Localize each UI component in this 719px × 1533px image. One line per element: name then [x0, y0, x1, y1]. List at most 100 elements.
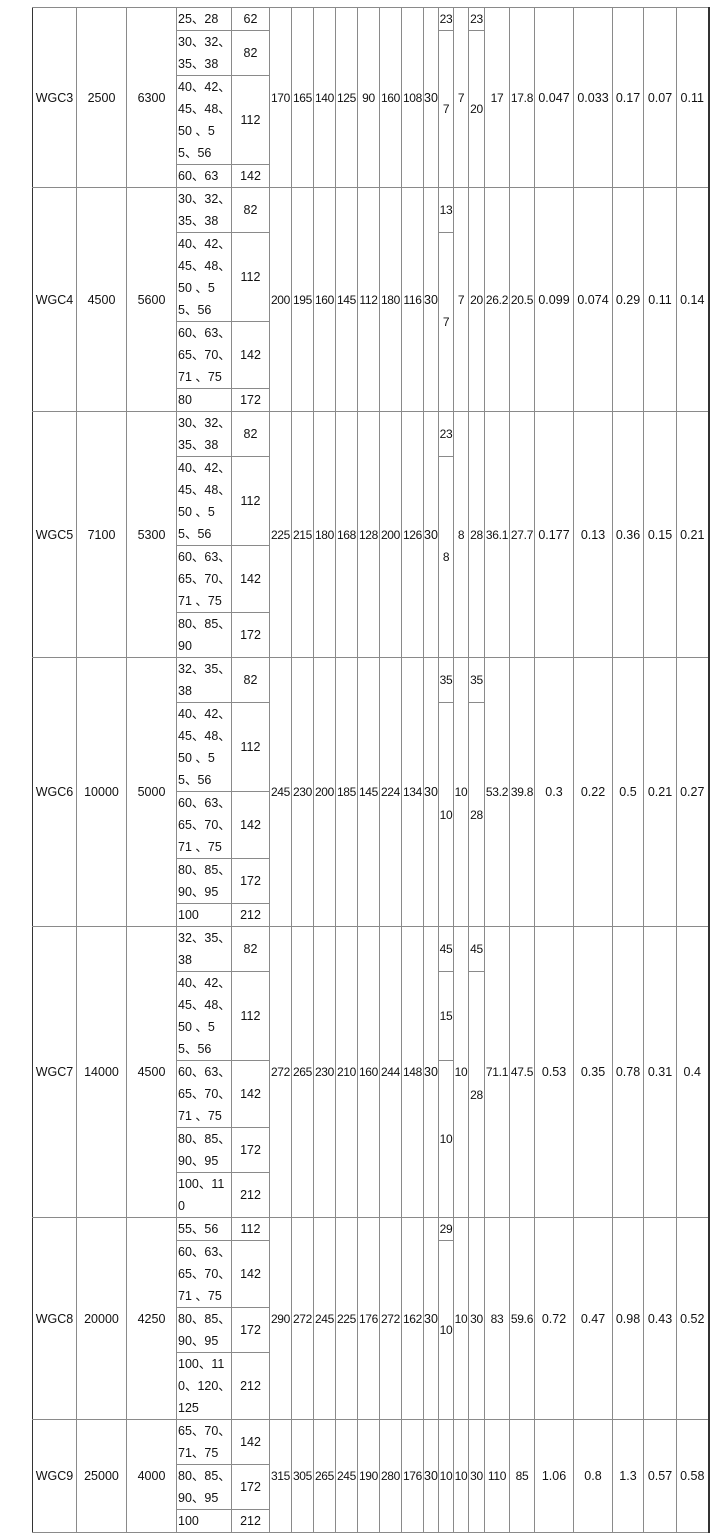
shaft-diameter-cell: 30、32、35、38	[176, 411, 232, 457]
dimension-cell: 8	[438, 456, 454, 658]
dimension-cell: 145	[357, 657, 380, 927]
dimension-cell: 30	[423, 187, 439, 412]
spec-value-cell: 0.099	[534, 187, 574, 412]
dimension-cell: 23	[438, 7, 454, 31]
spec-value-cell: 17	[484, 7, 510, 188]
dimension-cell: 245	[269, 657, 292, 927]
spec-value-cell: 0.35	[573, 926, 613, 1218]
shaft-diameter-cell: 100、110	[176, 1172, 232, 1218]
dimension-cell: 23	[468, 7, 485, 31]
spec-value-cell: 20.5	[509, 187, 535, 412]
dimension-cell: 280	[379, 1419, 402, 1533]
table-row: 100、110、120、125 212	[33, 1352, 709, 1420]
shaft-length-cell: 172	[231, 388, 270, 412]
spec-value-cell: 0.14	[676, 187, 710, 412]
shaft-length-cell: 142	[231, 545, 270, 613]
shaft-length-cell: 172	[231, 858, 270, 904]
shaft-diameter-cell: 65、70、71、75	[176, 1419, 232, 1465]
dimension-cell: 29	[438, 1217, 454, 1241]
torque-cell: 25000	[76, 1419, 127, 1533]
speed-cell: 5600	[126, 187, 177, 412]
coupling-spec-table: WGC3 2500 6300 25、28 62 170 165 140 125 90 160 108 3…	[32, 7, 710, 1533]
spec-value-cell: 53.2	[484, 657, 510, 927]
model-cell: WGC5	[32, 411, 77, 658]
dimension-cell: 160	[379, 7, 402, 188]
coupling-spec-table-container: WGC3 2500 6300 25、28 62 170 165 140 125 90 160 108 3…	[32, 7, 710, 1533]
dimension-cell: 7	[438, 232, 454, 412]
shaft-length-cell: 212	[231, 1172, 270, 1218]
shaft-length-cell: 112	[231, 75, 270, 165]
shaft-diameter-cell: 40、42、45、48、50 、55、56	[176, 971, 232, 1061]
spec-value-cell: 0.11	[676, 7, 710, 188]
dimension-cell: 168	[335, 411, 358, 658]
dimension-cell: 200	[379, 411, 402, 658]
shaft-diameter-cell: 100、110、120、125	[176, 1352, 232, 1420]
speed-cell: 4500	[126, 926, 177, 1218]
table-row: 80、85、90、95 172	[33, 1307, 709, 1353]
shaft-diameter-cell: 60、63、65、70、71 、75	[176, 321, 232, 389]
dimension-cell: 112	[357, 187, 380, 412]
dimension-cell: 128	[357, 411, 380, 658]
table-row: 40、42、45、48、50 、55、56 112 8	[33, 456, 709, 658]
table-row: 80、85、90、95 172	[33, 858, 709, 904]
shaft-length-cell: 112	[231, 1217, 270, 1241]
dimension-cell: 210	[335, 926, 358, 1218]
dimension-cell: 30	[468, 1419, 485, 1533]
dimension-cell: 10	[438, 1060, 454, 1218]
shaft-diameter-cell: 80、85、90、95	[176, 858, 232, 904]
dimension-cell: 185	[335, 657, 358, 927]
dimension-cell: 225	[269, 411, 292, 658]
shaft-length-cell: 142	[231, 1419, 270, 1465]
dimension-cell: 30	[423, 1419, 439, 1533]
dimension-cell: 30	[423, 926, 439, 1218]
spec-value-cell: 0.57	[643, 1419, 677, 1533]
table-row: 60、63、65、70、71 、75 142	[33, 321, 709, 389]
shaft-length-cell: 112	[231, 456, 270, 546]
dimension-cell: 230	[313, 926, 336, 1218]
shaft-diameter-cell: 60、63	[176, 164, 232, 188]
dimension-cell: 215	[291, 411, 314, 658]
shaft-diameter-cell: 40、42、45、48、50 、55、56	[176, 232, 232, 322]
dimension-cell: 134	[401, 657, 424, 927]
table-row: 30、32、35、38 82 7 20	[33, 30, 709, 188]
dimension-cell: 10	[438, 702, 454, 927]
shaft-diameter-cell: 100	[176, 903, 232, 927]
torque-cell: 4500	[76, 187, 127, 412]
speed-cell: 4000	[126, 1419, 177, 1533]
table-row: 100 212	[33, 903, 709, 927]
dimension-cell: 170	[269, 7, 292, 188]
table-row: 60、63、65、70、71 、75 142	[33, 791, 709, 859]
shaft-length-cell: 112	[231, 232, 270, 322]
shaft-length-cell: 212	[231, 903, 270, 927]
table-row: WGC9 25000 4000 65、70、71、75 142 315 305 265 245 1…	[32, 1419, 710, 1533]
dimension-cell: 160	[357, 926, 380, 1218]
shaft-diameter-cell: 80、85、90、95	[176, 1464, 232, 1510]
spec-value-cell: 0.074	[573, 187, 613, 412]
shaft-length-cell: 172	[231, 612, 270, 658]
dimension-cell: 23	[438, 411, 454, 457]
model-cell: WGC9	[32, 1419, 77, 1533]
shaft-length-cell: 142	[231, 321, 270, 389]
dimension-cell: 230	[291, 657, 314, 927]
shaft-diameter-cell: 40、42、45、48、50 、55、56	[176, 702, 232, 792]
shaft-length-cell: 172	[231, 1307, 270, 1353]
dimension-cell: 7	[453, 7, 469, 188]
dimension-cell: 200	[269, 187, 292, 412]
spec-value-cell: 1.06	[534, 1419, 574, 1533]
table-row: 60、63、65、70、71 、75 142 10	[33, 1060, 709, 1218]
dimension-cell: 305	[291, 1419, 314, 1533]
dimension-cell: 7	[453, 187, 469, 412]
spec-value-cell: 0.5	[612, 657, 644, 927]
dimension-cell: 225	[335, 1217, 358, 1420]
table-row: WGC3 2500 6300 25、28 62 170 165 140 125 90 160 108 3…	[32, 7, 710, 188]
dimension-cell: 10	[453, 1419, 469, 1533]
shaft-diameter-cell: 30、32、35、38	[176, 187, 232, 233]
dimension-cell: 160	[313, 187, 336, 412]
dimension-cell: 245	[313, 1217, 336, 1420]
dimension-cell: 265	[313, 1419, 336, 1533]
dimension-cell: 200	[313, 657, 336, 927]
spec-value-cell: 39.8	[509, 657, 535, 927]
shaft-length-cell: 82	[231, 926, 270, 972]
spec-value-cell: 0.033	[573, 7, 613, 188]
dimension-cell: 165	[291, 7, 314, 188]
